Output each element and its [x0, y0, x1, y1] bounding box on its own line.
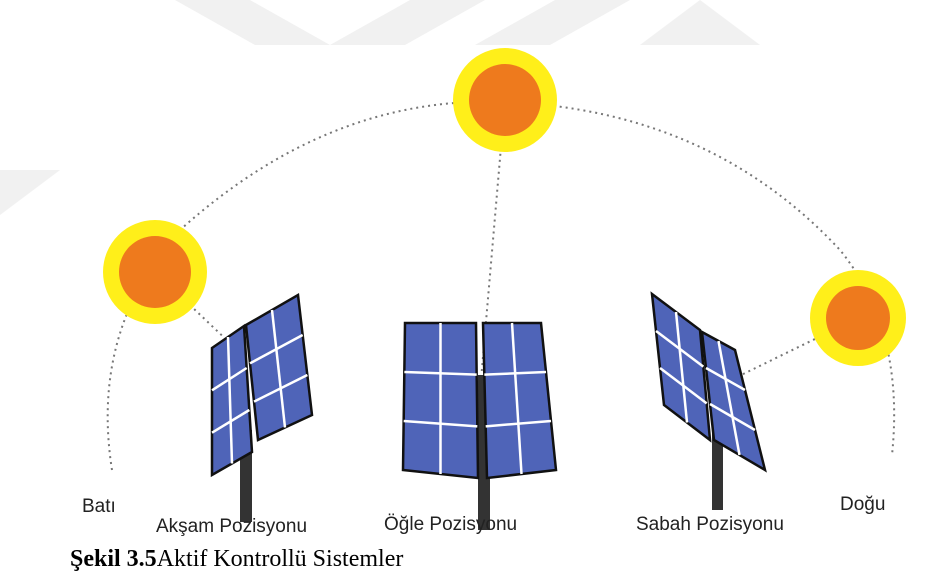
sun-west	[103, 220, 207, 324]
label-east: Doğu	[840, 494, 885, 515]
label-west: Batı	[82, 496, 116, 517]
pole	[712, 400, 723, 510]
sun-core	[826, 286, 890, 350]
caption-text: Aktif Kontrollü Sistemler	[157, 546, 404, 572]
panel-grid	[717, 340, 741, 456]
watermark-shape	[330, 0, 485, 45]
solar-panel	[700, 329, 767, 473]
sun-core	[119, 236, 191, 308]
panel-grid	[510, 322, 523, 475]
sun-noon	[453, 48, 557, 152]
watermark-shape	[475, 0, 630, 45]
label-morning: Sabah Pozisyonu	[636, 514, 784, 535]
caption-number: Şekil 3.5	[70, 546, 157, 572]
watermark	[0, 0, 760, 215]
panel-grid	[674, 311, 689, 423]
label-evening: Akşam Pozisyonu	[156, 516, 307, 537]
watermark-shape	[640, 0, 760, 45]
watermark-shape	[175, 0, 330, 45]
sun-ray	[734, 317, 859, 379]
sun-core	[469, 64, 541, 136]
sun-east	[810, 270, 906, 366]
label-noon: Öğle Pozisyonu	[384, 514, 517, 535]
watermark-shape	[0, 170, 60, 215]
panel-grid	[270, 309, 287, 428]
panels	[210, 291, 767, 480]
caption: Şekil 3.5Aktif Kontrollü Sistemler	[70, 546, 403, 572]
panel-grid	[226, 336, 234, 464]
